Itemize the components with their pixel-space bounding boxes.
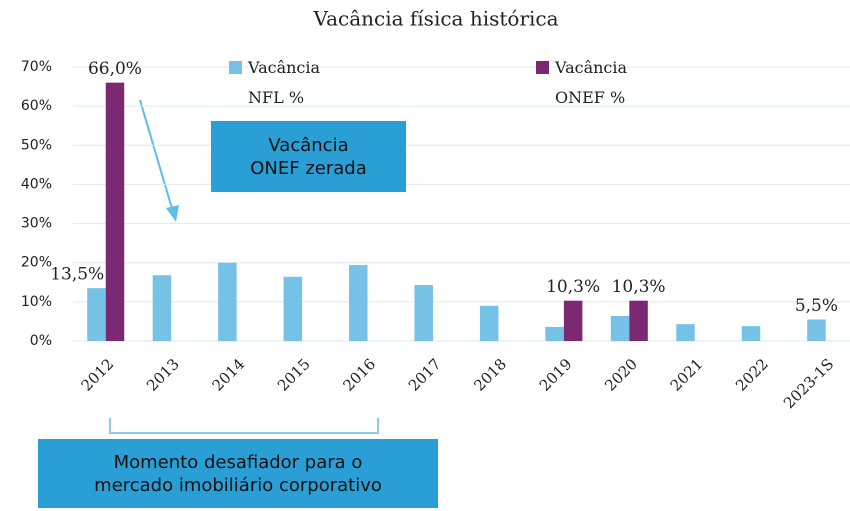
- bar: [545, 326, 564, 341]
- x-tick-label: 2018: [470, 355, 510, 395]
- bar: [610, 315, 630, 341]
- bar: [479, 305, 499, 341]
- y-tick-label: 50%: [21, 137, 52, 153]
- bar: [563, 300, 583, 341]
- arrow-head: [166, 205, 179, 222]
- y-tick-label: 70%: [21, 59, 52, 75]
- y-tick-label: 10%: [21, 294, 52, 310]
- bar: [414, 285, 433, 341]
- data-label: 5,5%: [795, 296, 838, 316]
- bracket: [109, 418, 379, 434]
- y-tick-label: 20%: [21, 255, 52, 271]
- bar: [105, 82, 125, 342]
- bar: [676, 324, 695, 341]
- chart-title: Vacância física histórica: [312, 7, 558, 31]
- x-tick-label: 2016: [339, 355, 379, 395]
- bar: [807, 319, 826, 341]
- bar: [87, 288, 106, 341]
- x-tick-label: 2022: [732, 355, 772, 395]
- bar: [218, 262, 237, 341]
- bar: [152, 275, 172, 341]
- legend-label: Vacância ONEF %: [555, 58, 628, 107]
- x-tick-label: 2014: [209, 355, 249, 395]
- data-label: 10,3%: [546, 277, 600, 297]
- bar: [741, 326, 761, 341]
- legend-label: Vacância NFL %: [248, 58, 321, 107]
- legend-swatch: [229, 61, 242, 74]
- legend-swatch: [536, 61, 549, 74]
- annotation: Momento desafiador para o mercado imobil…: [38, 439, 438, 508]
- arrow: [139, 99, 174, 213]
- data-label: 66,0%: [88, 59, 142, 79]
- x-tick-label: 2023-1S: [780, 355, 837, 412]
- bar: [629, 300, 648, 341]
- x-tick-label: 2013: [143, 355, 183, 395]
- x-tick-label: 2012: [78, 355, 118, 395]
- y-tick-label: 30%: [21, 216, 52, 232]
- x-tick-label: 2021: [667, 355, 707, 395]
- y-tick-label: 40%: [21, 176, 52, 192]
- data-label: 13,5%: [50, 265, 104, 285]
- x-tick-label: 2015: [274, 355, 314, 395]
- x-tick-label: 2017: [405, 355, 445, 395]
- x-tick-label: 2020: [601, 355, 641, 395]
- bar: [283, 276, 303, 341]
- bar: [349, 265, 368, 341]
- y-tick-label: 60%: [21, 98, 52, 114]
- y-tick-label: 0%: [30, 333, 52, 349]
- data-label: 10,3%: [612, 277, 666, 297]
- annotation: Vacância ONEF zerada: [211, 121, 406, 192]
- x-tick-label: 2019: [536, 355, 576, 395]
